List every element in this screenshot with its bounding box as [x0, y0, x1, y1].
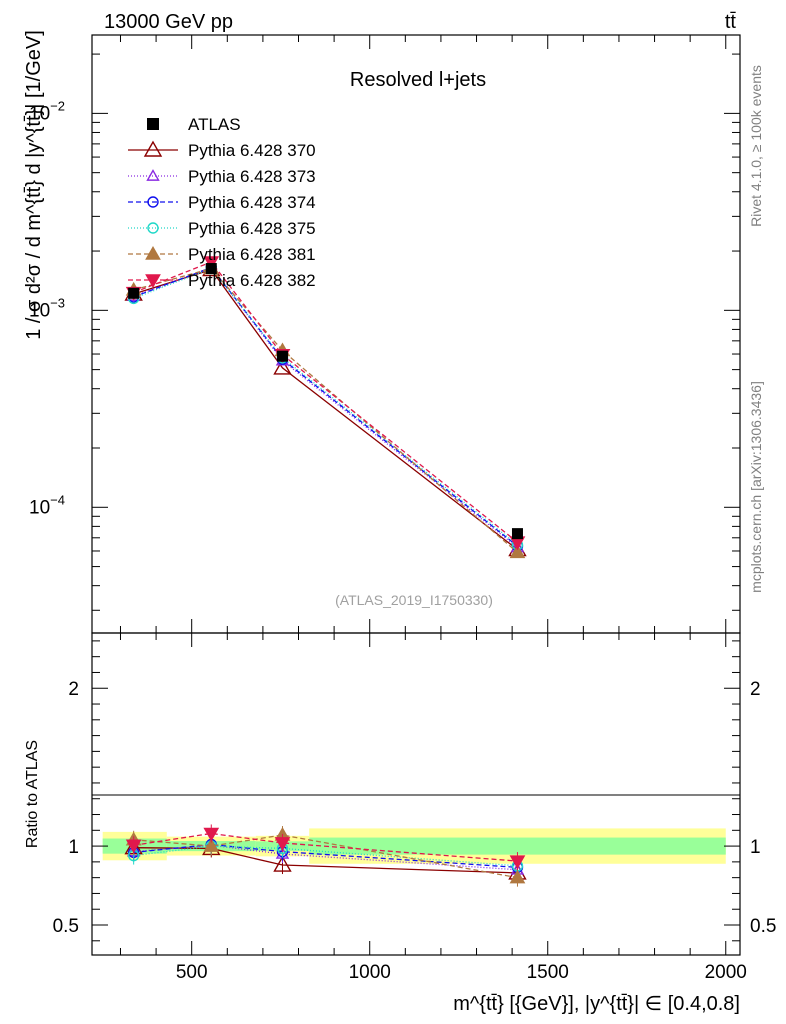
ratio-y-axis-label: Ratio to ATLAS — [24, 740, 41, 848]
series-point — [203, 256, 220, 270]
legend-marker — [145, 274, 161, 289]
ratio-series-line — [133, 834, 518, 879]
ratio-series-point — [274, 837, 291, 851]
legend-label: Pythia 6.428 375 — [188, 219, 316, 238]
ratio-stat-uncertainty-band — [309, 837, 726, 855]
legend-marker — [147, 196, 159, 208]
ratio-series-line — [133, 845, 518, 867]
series-line — [133, 267, 518, 548]
y-tick-label-exponent: −3 — [50, 295, 65, 310]
ratio-series-point — [273, 855, 292, 872]
process-label: tt̄ — [725, 11, 737, 33]
collision-label: 13000 GeV pp — [104, 11, 233, 33]
series-line — [133, 261, 518, 543]
ratio-series-point — [509, 869, 526, 884]
legend-marker — [147, 222, 159, 234]
legend-marker — [146, 169, 160, 181]
y-tick-label-exponent: −4 — [50, 492, 65, 507]
atlas-data-point — [205, 263, 217, 275]
legend-marker — [145, 245, 161, 260]
ratio-series-layer — [124, 824, 527, 887]
series-line — [133, 267, 518, 546]
legend: ATLAS Pythia 6.428 370 Pythia 6.428 373 Pyt… — [128, 115, 316, 290]
y-tick-label: 10−2 — [29, 98, 65, 124]
ratio-tick-label-right: 0.5 — [750, 916, 776, 937]
atlas-data-point — [128, 287, 140, 299]
x-tick-label: 1000 — [349, 962, 391, 983]
ratio-series-point — [203, 827, 220, 842]
ratio-axis-ticks: 0.5 0.5 1 1 2 2 — [53, 633, 776, 955]
analysis-id: (ATLAS_2019_I1750330) — [335, 592, 493, 608]
ratio-series-line — [133, 843, 518, 869]
atlas-data-layer — [128, 263, 523, 540]
rivet-version-label: Rivet 4.1.0, ≥ 100k events — [748, 65, 764, 227]
y-tick-label-exponent: −2 — [50, 98, 65, 113]
y-tick-label: 10−4 — [29, 492, 65, 518]
plot-title: Resolved l+jets — [350, 69, 486, 91]
ratio-series-point — [509, 855, 526, 870]
atlas-data-point — [511, 528, 523, 540]
series-point — [273, 358, 292, 375]
legend-label: ATLAS — [188, 115, 241, 134]
ratio-tick-label-right: 1 — [750, 837, 761, 858]
main-panel: 10−210−310−4 Resolved l+jets (ATLAS_2019… — [23, 30, 741, 634]
y-tick-label-base: 10 — [29, 103, 50, 124]
ratio-panel: 0.5 0.5 1 1 2 2 Ratio to ATLAS — [24, 632, 776, 956]
main-axis-ticks: 10−210−310−4 — [29, 35, 740, 633]
series-line — [133, 266, 518, 547]
x-axis-tick-labels: 500 1000 1500 2000 — [176, 962, 747, 983]
x-tick-label: 2000 — [705, 962, 747, 983]
ratio-tick-label: 2 — [68, 679, 79, 700]
ratio-series-line — [133, 832, 518, 862]
ratio-series-point — [125, 839, 142, 854]
ratio-plot-frame — [91, 632, 741, 956]
legend-label: Pythia 6.428 373 — [188, 167, 316, 186]
ratio-tick-label: 0.5 — [53, 916, 79, 937]
series-line — [133, 267, 518, 553]
ratio-tick-label: 1 — [68, 837, 79, 858]
legend-label: Pythia 6.428 382 — [188, 271, 316, 290]
legend-label: Pythia 6.428 370 — [188, 141, 316, 160]
ratio-tick-label-right: 2 — [750, 679, 761, 700]
series-line — [133, 268, 518, 551]
atlas-data-point — [276, 350, 288, 362]
y-tick-label-base: 10 — [29, 300, 50, 321]
mcplots-label: mcplots.cern.ch [arXiv:1306.3436] — [748, 381, 764, 593]
ratio-series-line — [133, 847, 518, 874]
y-tick-label: 10−3 — [29, 295, 65, 321]
x-tick-label: 500 — [176, 962, 208, 983]
series-point — [509, 544, 526, 559]
legend-atlas-marker — [147, 118, 159, 130]
ratio-series-line — [133, 844, 518, 871]
main-series-layer — [124, 256, 527, 559]
legend-marker — [143, 140, 163, 157]
y-axis-label: 1 / σ d²σ / d m^{tt̄} d |y^{tt̄}| [1/GeV… — [23, 30, 45, 340]
x-axis-label: m^{tt̄} [{GeV}], |y^{tt̄}| ∈ [0.4,0.8] — [453, 993, 740, 1015]
ratio-series-point — [203, 838, 220, 852]
y-tick-label-base: 10 — [29, 497, 50, 518]
x-tick-label: 1500 — [527, 962, 569, 983]
legend-label: Pythia 6.428 381 — [188, 245, 316, 264]
legend-label: Pythia 6.428 374 — [188, 193, 316, 212]
